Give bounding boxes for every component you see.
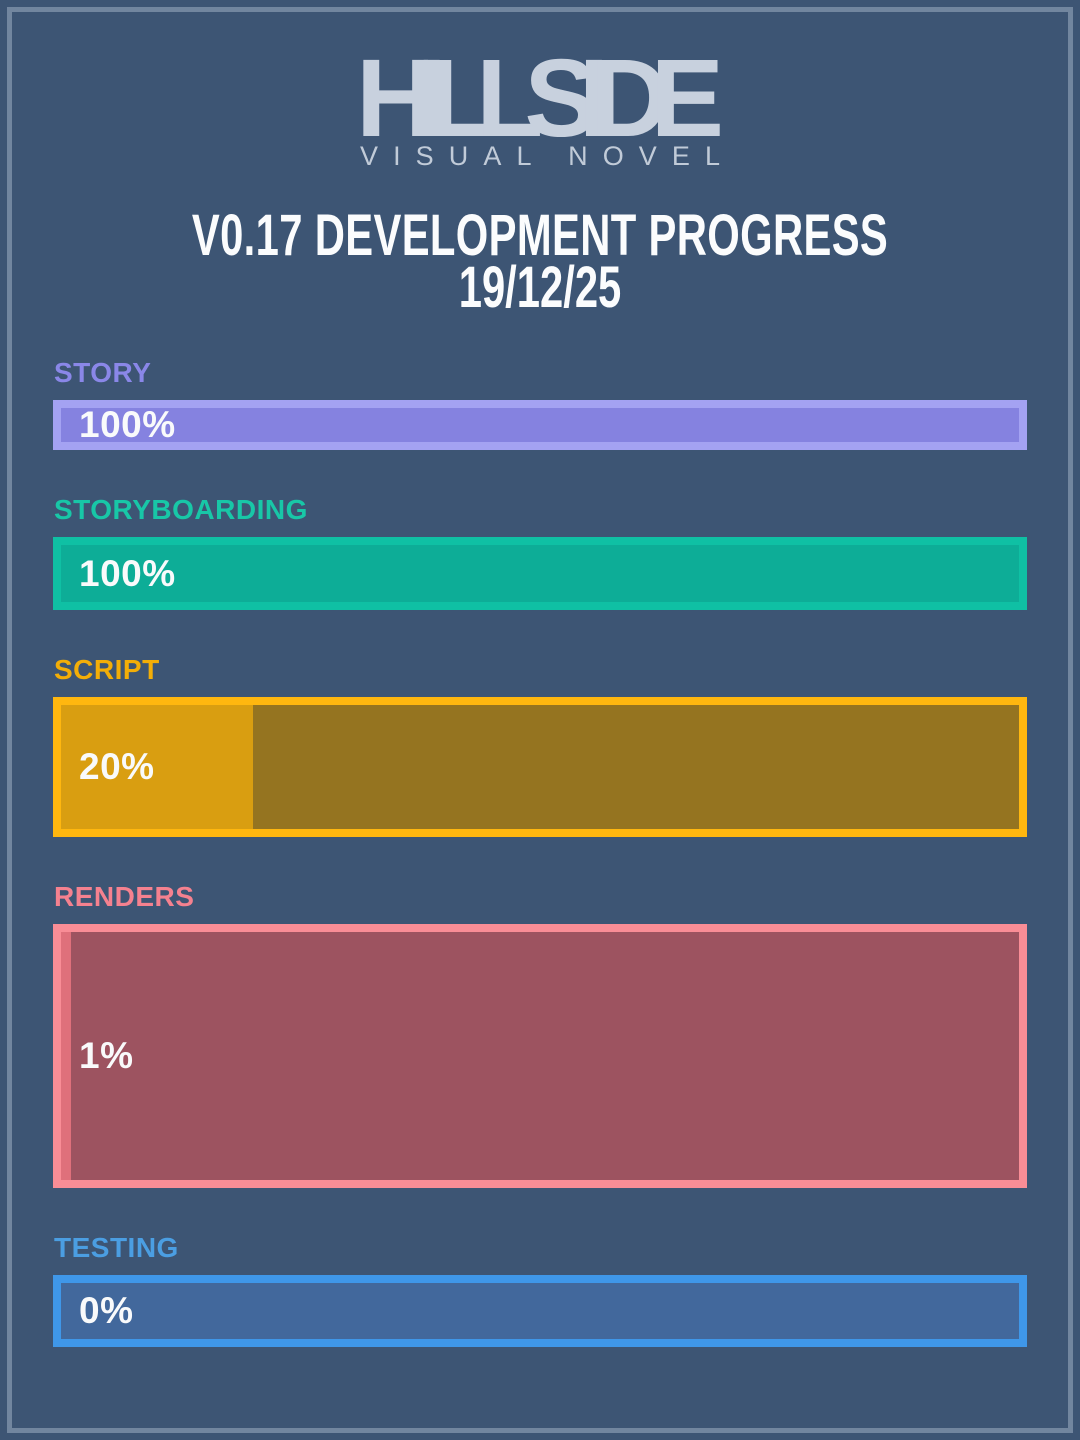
- progress-section: TESTING 0%: [53, 1233, 1027, 1347]
- poster-header: HILLSIDE VISUAL NOVEL V0.17 DEVELOPMENT …: [0, 0, 1080, 320]
- progress-label: STORYBOARDING: [54, 494, 308, 525]
- progress-bar: 100%: [53, 400, 1027, 450]
- progress-value: 1%: [79, 1035, 134, 1076]
- progress-value: 100%: [79, 404, 176, 445]
- progress-label: RENDERS: [54, 881, 195, 912]
- progress-bar: 0%: [53, 1275, 1027, 1347]
- progress-bar: 20%: [53, 697, 1027, 837]
- progress-bar-fill: [61, 408, 1019, 442]
- page-title: V0.17 DEVELOPMENT PROGRESS: [191, 203, 889, 268]
- progress-section: RENDERS 1%: [53, 882, 1027, 1188]
- page-date: 19/12/25: [458, 255, 622, 320]
- progress-bar: 100%: [53, 537, 1027, 610]
- progress-section: STORY 100%: [53, 358, 1027, 450]
- progress-label: STORY: [54, 357, 152, 388]
- headline-block: V0.17 DEVELOPMENT PROGRESS 19/12/25: [151, 203, 929, 320]
- progress-list: STORY 100% STORYBOARDING 100% SCRIPT 2: [0, 358, 1080, 1347]
- hillside-logo: HILLSIDE VISUAL NOVEL: [356, 50, 724, 168]
- progress-bar: 1%: [53, 924, 1027, 1188]
- progress-bar-fill: [61, 545, 1019, 602]
- progress-section: SCRIPT 20%: [53, 655, 1027, 837]
- progress-value: 20%: [79, 746, 155, 787]
- progress-value: 100%: [79, 552, 176, 594]
- progress-bar-fill: [61, 932, 71, 1180]
- progress-value: 0%: [79, 1290, 134, 1331]
- progress-section: STORYBOARDING 100%: [53, 495, 1027, 610]
- progress-label: TESTING: [54, 1232, 179, 1263]
- progress-bar-fill: [61, 705, 253, 829]
- progress-label: SCRIPT: [54, 654, 160, 685]
- logo-title: HILLSIDE: [356, 50, 724, 160]
